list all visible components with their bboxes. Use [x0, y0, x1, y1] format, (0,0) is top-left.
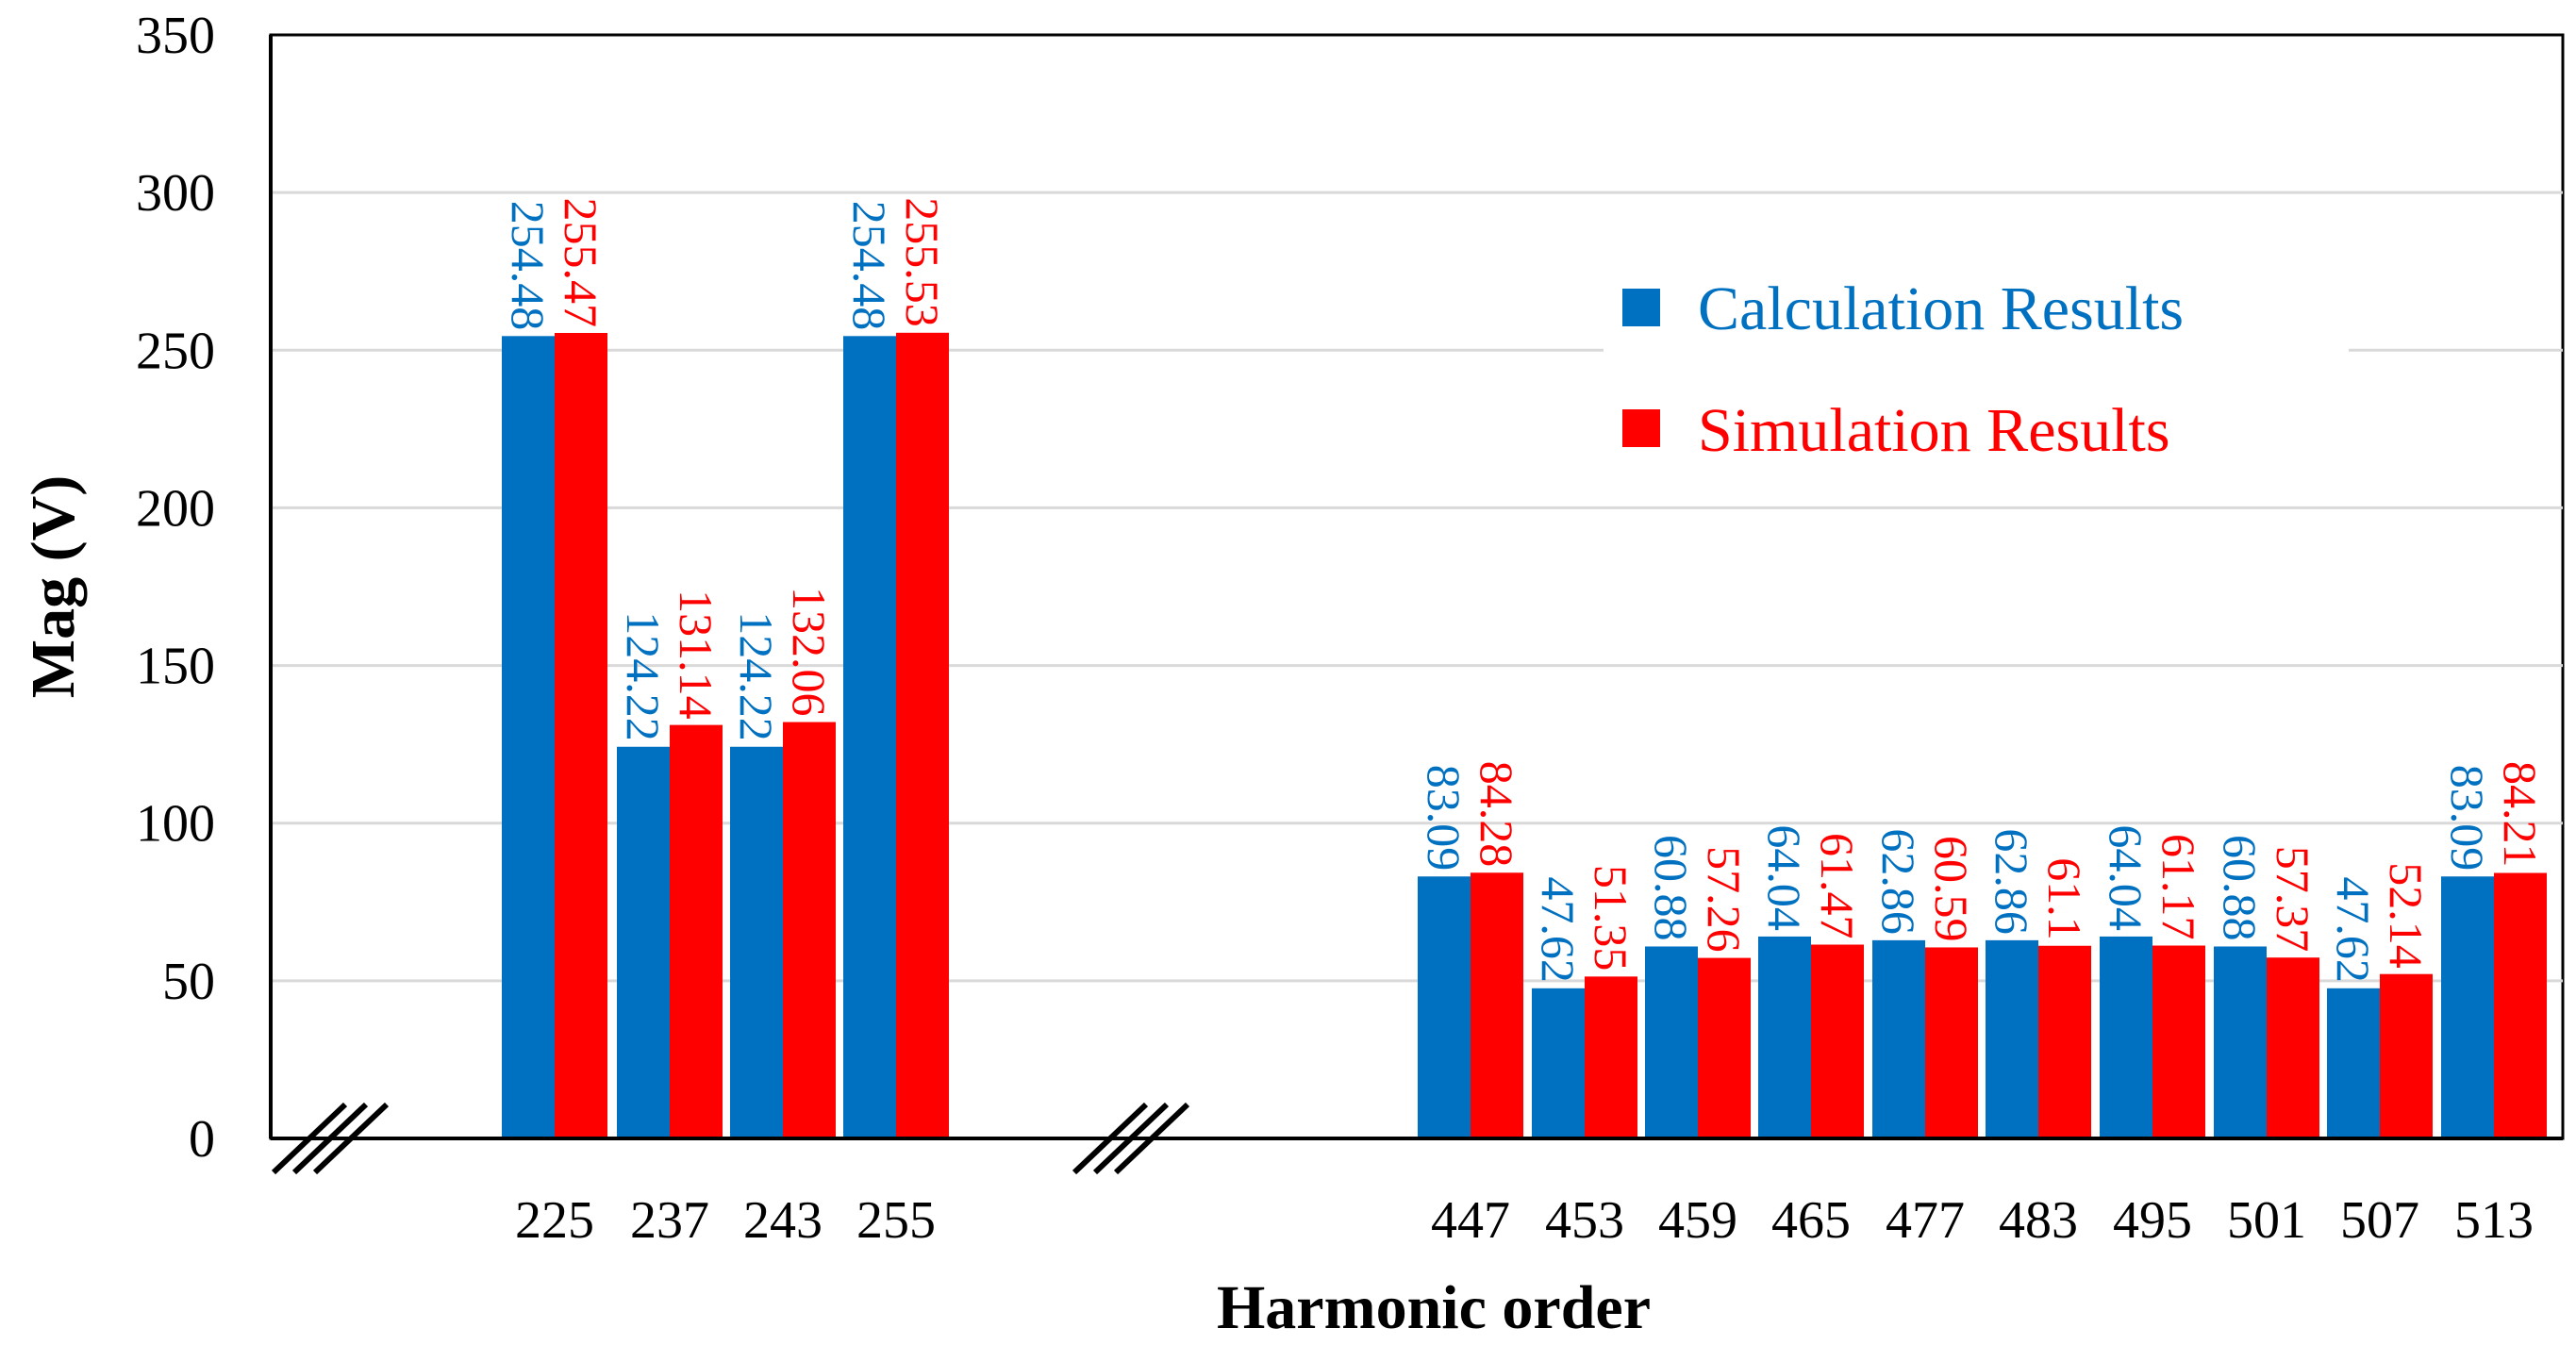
- bars: [502, 332, 2547, 1139]
- value-label-simulation-483: 61.1: [2038, 857, 2091, 940]
- bar-simulation-237: [670, 724, 723, 1138]
- x-tick-label-225: 225: [515, 1191, 594, 1250]
- x-tick-label-477: 477: [1886, 1191, 1965, 1250]
- bar-simulation-513: [2494, 872, 2547, 1138]
- bar-simulation-447: [1471, 872, 1523, 1138]
- value-label-simulation-255: 255.53: [896, 197, 949, 327]
- y-tick-label: 100: [136, 795, 215, 854]
- x-tick-label-495: 495: [2113, 1191, 2192, 1250]
- x-tick-label-237: 237: [630, 1191, 709, 1250]
- bar-calculation-459: [1645, 946, 1698, 1138]
- x-tick-label-453: 453: [1545, 1191, 1624, 1250]
- value-label-calculation-459: 60.88: [1645, 835, 1698, 941]
- bar-calculation-243: [730, 746, 783, 1138]
- x-tick-label-465: 465: [1771, 1191, 1851, 1250]
- value-label-simulation-465: 61.47: [1811, 833, 1864, 939]
- bar-calculation-465: [1758, 936, 1811, 1138]
- value-label-calculation-495: 64.04: [2100, 824, 2152, 931]
- bar-calculation-495: [2100, 936, 2152, 1138]
- x-tick-label-501: 501: [2227, 1191, 2306, 1250]
- bar-simulation-507: [2380, 973, 2433, 1138]
- x-tick-label-507: 507: [2340, 1191, 2419, 1250]
- y-tick-label: 250: [136, 322, 215, 380]
- value-label-calculation-477: 62.86: [1872, 828, 1925, 935]
- value-label-calculation-255: 254.48: [843, 201, 896, 331]
- y-tick-label: 200: [136, 479, 215, 538]
- x-axis-title: Harmonic order: [1217, 1273, 1651, 1342]
- bar-simulation-465: [1811, 944, 1864, 1138]
- legend: Calculation Results Simulation Results: [1604, 255, 2349, 481]
- y-axis-title: Mag (V): [19, 475, 88, 698]
- bar-simulation-255: [896, 332, 949, 1139]
- bar-simulation-483: [2038, 945, 2091, 1138]
- value-label-simulation-477: 60.59: [1925, 836, 1978, 942]
- value-label-calculation-225: 254.48: [502, 201, 555, 331]
- x-tick-label-513: 513: [2454, 1191, 2534, 1250]
- legend-box: [1604, 255, 2349, 481]
- value-label-simulation-507: 52.14: [2380, 862, 2433, 969]
- y-tick-label: 50: [162, 953, 215, 1011]
- bar-calculation-501: [2214, 946, 2267, 1138]
- y-tick-label: 350: [136, 7, 215, 65]
- bar-calculation-255: [843, 336, 896, 1139]
- y-tick-label: 0: [189, 1110, 215, 1169]
- value-label-calculation-501: 60.88: [2214, 835, 2267, 941]
- bar-calculation-507: [2327, 988, 2380, 1138]
- value-label-calculation-447: 83.09: [1418, 765, 1471, 872]
- x-tick-label-483: 483: [1999, 1191, 2078, 1250]
- value-label-simulation-243: 132.06: [783, 587, 836, 717]
- y-tick-label: 150: [136, 638, 215, 696]
- bar-calculation-483: [1986, 939, 2038, 1138]
- legend-swatch-calculation: [1622, 289, 1660, 326]
- bar-calculation-225: [502, 336, 555, 1139]
- bar-simulation-225: [555, 333, 607, 1139]
- x-axis-ticks: 225 237 243 255 447 453 459 465 477 483 495 501 507 5…: [515, 1191, 2534, 1250]
- value-label-simulation-501: 57.37: [2267, 846, 2319, 953]
- bar-simulation-495: [2152, 945, 2205, 1138]
- value-label-calculation-507: 47.62: [2327, 876, 2380, 983]
- bar-simulation-477: [1925, 947, 1978, 1138]
- x-tick-label-447: 447: [1431, 1191, 1510, 1250]
- bar-simulation-453: [1585, 976, 1637, 1138]
- legend-label-calculation: Calculation Results: [1698, 274, 2184, 343]
- bar-simulation-501: [2267, 957, 2319, 1138]
- value-label-simulation-459: 57.26: [1698, 846, 1751, 953]
- value-label-calculation-453: 47.62: [1532, 876, 1585, 983]
- y-axis-ticks: 0 50 100 150 200 250 300 350: [136, 7, 215, 1169]
- x-tick-label-459: 459: [1658, 1191, 1737, 1250]
- y-tick-label: 300: [136, 164, 215, 223]
- bar-calculation-237: [617, 746, 670, 1138]
- bar-calculation-477: [1872, 939, 1925, 1138]
- bar-calculation-447: [1418, 876, 1471, 1138]
- bar-calculation-453: [1532, 988, 1585, 1138]
- value-label-calculation-465: 64.04: [1758, 824, 1811, 931]
- value-label-calculation-483: 62.86: [1986, 828, 2038, 935]
- value-label-calculation-243: 124.22: [730, 611, 783, 741]
- legend-label-simulation: Simulation Results: [1698, 396, 2170, 465]
- value-label-simulation-453: 51.35: [1585, 865, 1637, 971]
- value-label-simulation-225: 255.47: [555, 198, 607, 328]
- bar-simulation-459: [1698, 957, 1751, 1138]
- value-label-calculation-237: 124.22: [617, 611, 670, 741]
- value-label-simulation-447: 84.28: [1471, 761, 1523, 868]
- value-label-simulation-513: 84.21: [2494, 761, 2547, 868]
- legend-swatch-simulation: [1622, 409, 1660, 447]
- bar-calculation-513: [2441, 876, 2494, 1138]
- bar-simulation-243: [783, 722, 836, 1138]
- value-label-simulation-237: 131.14: [670, 589, 723, 720]
- value-label-calculation-513: 83.09: [2441, 765, 2494, 872]
- value-label-simulation-495: 61.17: [2152, 834, 2205, 940]
- x-tick-label-243: 243: [743, 1191, 823, 1250]
- x-tick-label-255: 255: [856, 1191, 936, 1250]
